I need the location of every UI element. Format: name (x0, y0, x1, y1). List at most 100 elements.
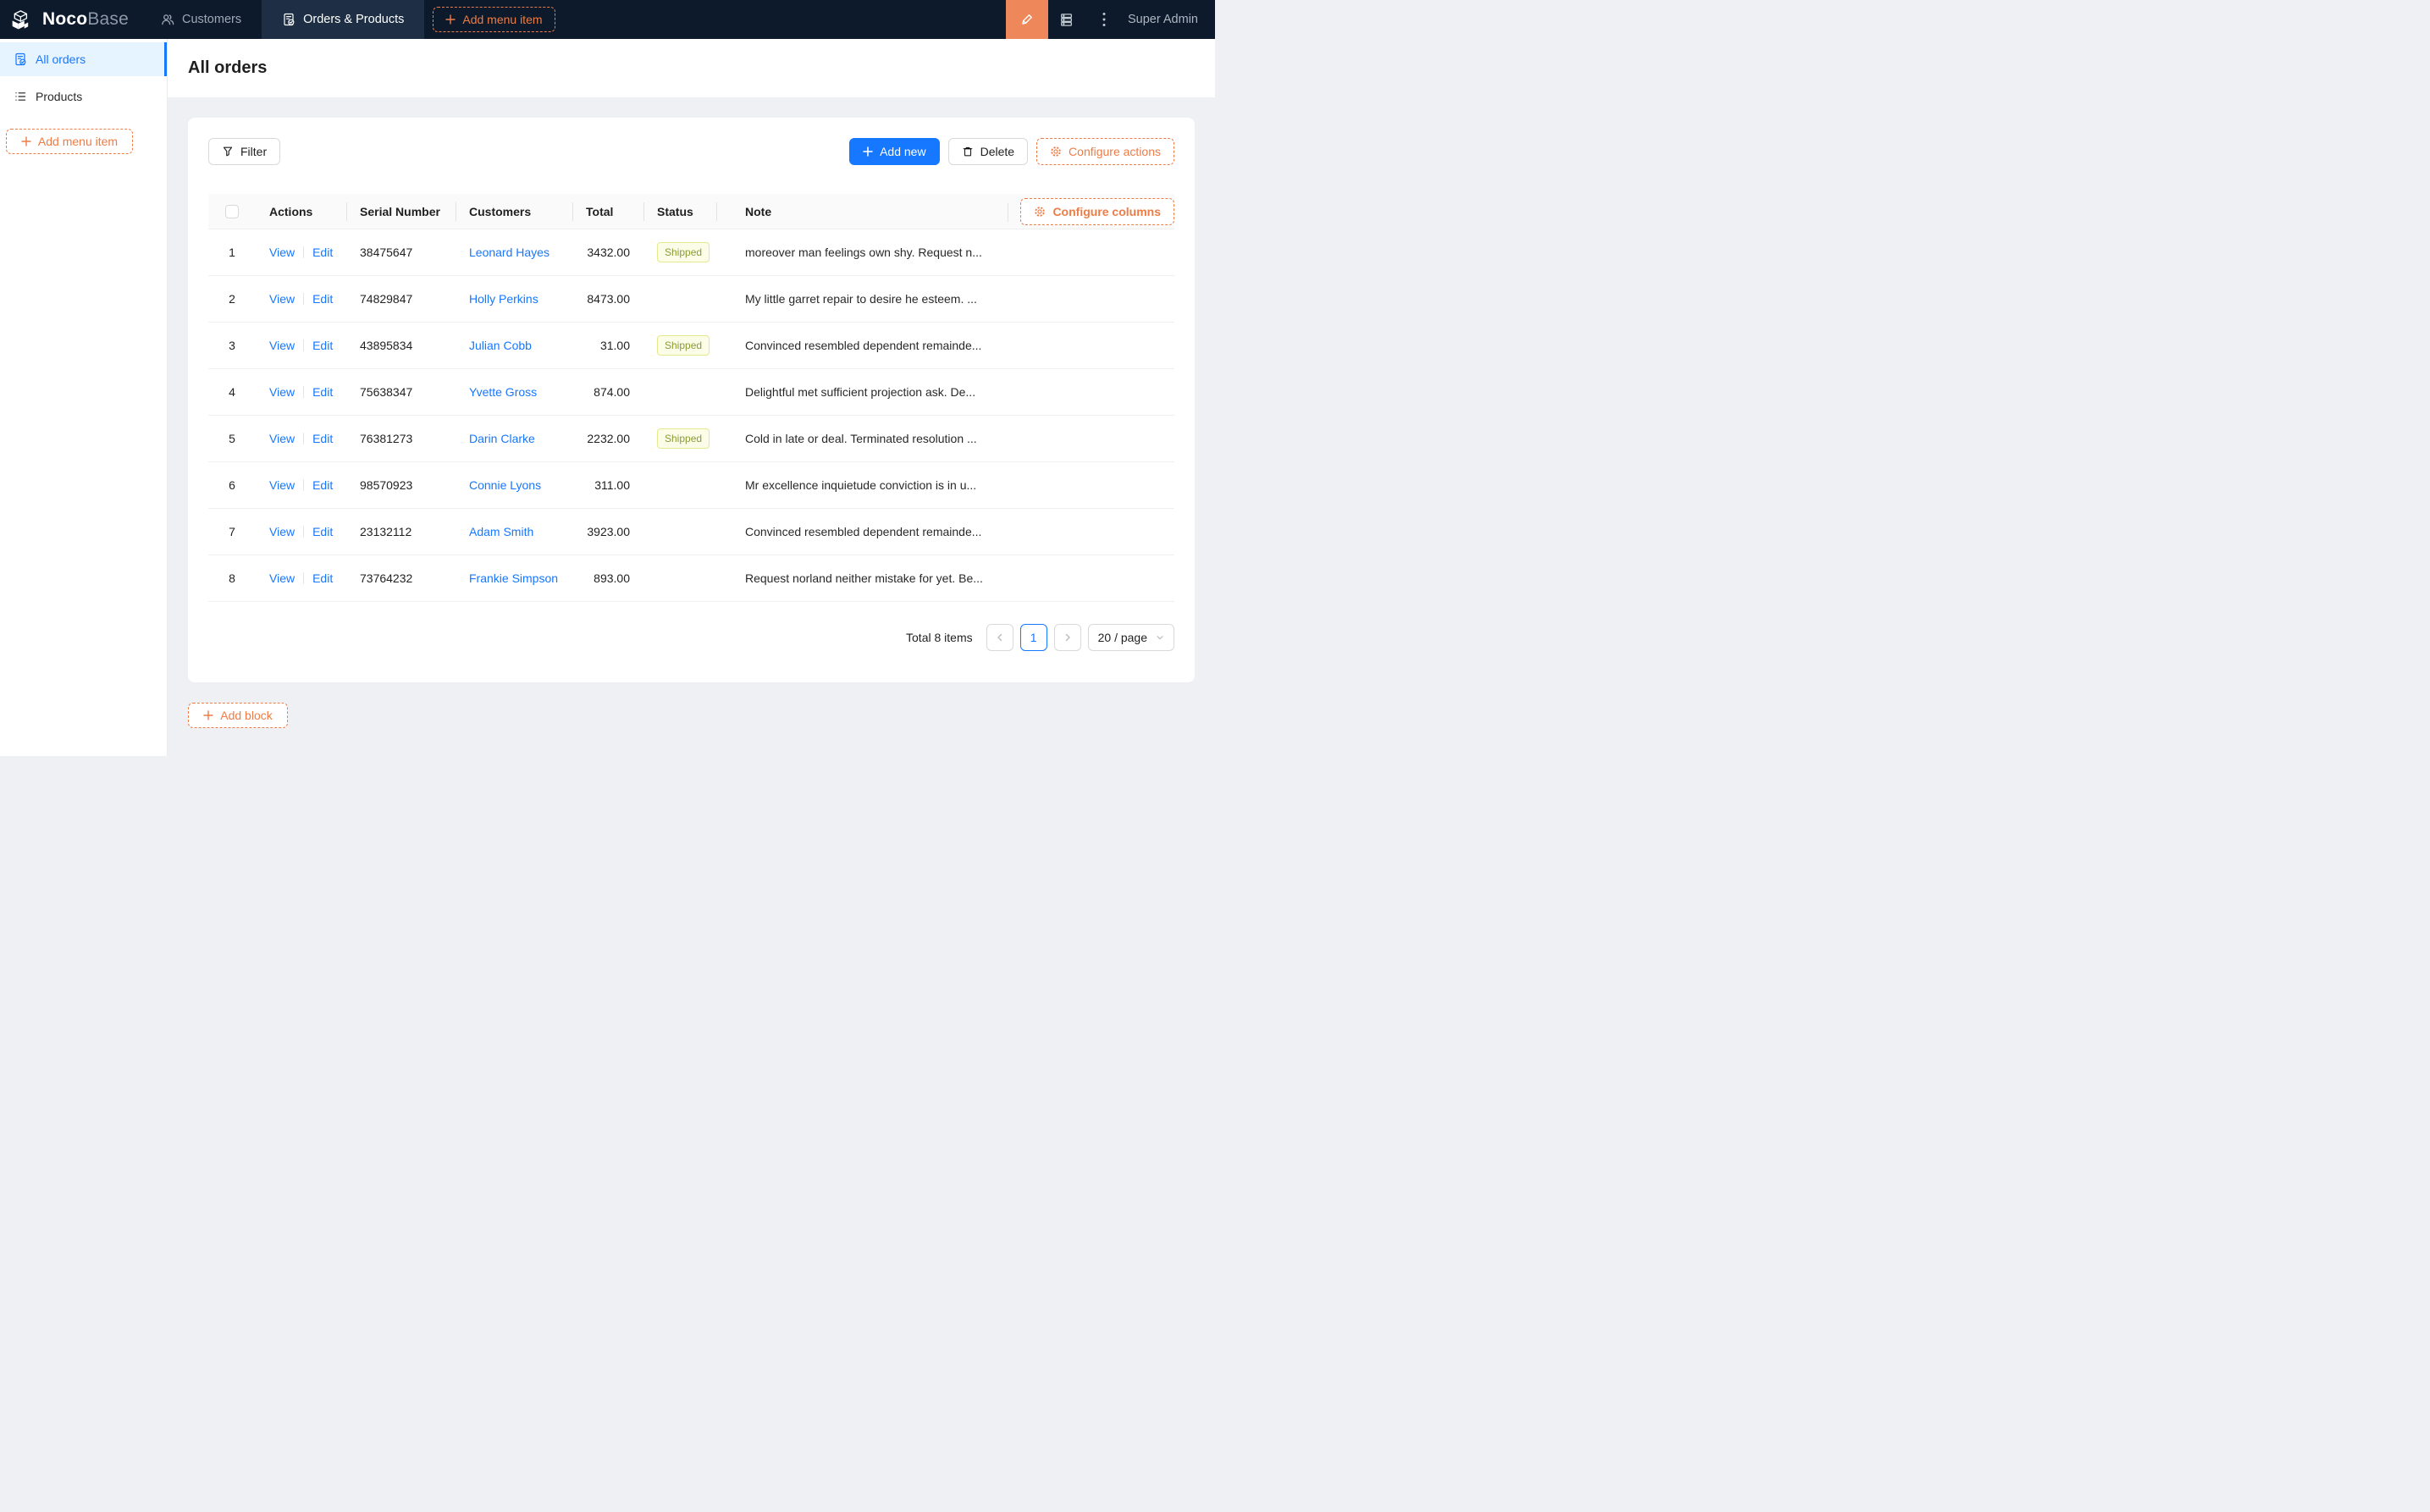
filter-icon (222, 146, 234, 157)
view-link[interactable]: View (269, 432, 295, 445)
row-index-cell: 8 (208, 571, 256, 585)
note-cell: Mr excellence inquietude conviction is i… (716, 478, 1174, 492)
row-index-cell: 3 (208, 339, 256, 352)
configure-columns-button[interactable]: Configure columns (1008, 198, 1174, 225)
table-row: 6 View Edit 98570923 Connie Lyons (208, 462, 1174, 509)
table-row: 5 View Edit 76381273 Darin Clarke (208, 416, 1174, 462)
edit-link[interactable]: Edit (312, 246, 334, 259)
row-actions-cell: View Edit (256, 246, 346, 259)
page-1-button[interactable]: 1 (1019, 624, 1047, 651)
add-new-button[interactable]: Add new (849, 138, 940, 165)
row-index-cell: 1 (208, 246, 256, 259)
note-cell: Convinced resembled dependent remainde..… (716, 339, 1174, 352)
nav-add-menu-item-button[interactable]: Add menu item (433, 7, 555, 32)
status-text: Shipped (665, 339, 703, 351)
page-size-select[interactable]: 20 / page (1087, 624, 1174, 651)
status-badge: Shipped (657, 428, 710, 449)
serial-number: 76381273 (360, 432, 413, 445)
delete-button[interactable]: Delete (947, 138, 1029, 165)
edit-link[interactable]: Edit (312, 432, 334, 445)
view-link[interactable]: View (269, 571, 295, 585)
edit-link[interactable]: Edit (312, 571, 334, 585)
view-link[interactable]: View (269, 385, 295, 399)
total-value: 874.00 (594, 385, 630, 399)
add-block-button[interactable]: Add block (188, 703, 288, 728)
view-link[interactable]: View (269, 292, 295, 306)
filter-button[interactable]: Filter (208, 138, 281, 165)
more-options-button[interactable] (1085, 0, 1123, 39)
customer-link[interactable]: Julian Cobb (469, 339, 532, 352)
row-index: 5 (229, 432, 235, 445)
customer-link[interactable]: Holly Perkins (469, 292, 538, 306)
note-text: Convinced resembled dependent remainde..… (745, 525, 982, 538)
customer-cell: Yvette Gross (456, 385, 572, 399)
column-header-status: Status (643, 194, 716, 229)
view-link[interactable]: View (269, 246, 295, 259)
action-divider (303, 479, 305, 491)
edit-link[interactable]: Edit (312, 339, 334, 352)
customer-link[interactable]: Frankie Simpson (469, 571, 559, 585)
tab-customers[interactable]: Customers (141, 0, 262, 39)
serial-number: 98570923 (360, 478, 413, 492)
serial-number: 23132112 (360, 525, 412, 538)
serial-number-cell: 98570923 (346, 478, 456, 492)
sidebar-item-all-orders[interactable]: All orders (0, 42, 167, 76)
gear-icon (1034, 206, 1046, 218)
pagination-total: Total 8 items (906, 631, 973, 644)
view-link[interactable]: View (269, 478, 295, 492)
serial-number-cell: 38475647 (346, 246, 456, 259)
action-divider (303, 572, 305, 584)
delete-button-label: Delete (980, 145, 1015, 158)
note-cell: Delightful met sufficient projection ask… (716, 385, 1174, 399)
row-actions-cell: View Edit (256, 432, 346, 445)
column-header-actions: Actions (269, 204, 313, 218)
column-header-customers: Customers (456, 194, 572, 229)
row-actions-cell: View Edit (256, 385, 346, 399)
sidebar-item-products[interactable]: Products (0, 80, 167, 113)
action-divider (303, 386, 305, 398)
select-all-checkbox[interactable] (225, 204, 239, 218)
customer-link[interactable]: Connie Lyons (469, 478, 542, 492)
total-cell: 893.00 (572, 571, 643, 585)
user-name: Super Admin (1127, 13, 1198, 26)
table-row: 8 View Edit 73764232 Frankie Simpson (208, 555, 1174, 602)
edit-link[interactable]: Edit (312, 525, 334, 538)
collections-database-button[interactable] (1048, 0, 1085, 39)
total-value: 3923.00 (587, 525, 630, 538)
nocobase-logo[interactable]: NocoBase (0, 0, 141, 39)
status-text: Shipped (665, 433, 703, 444)
note-cell: Request norland neither mistake for yet.… (716, 571, 1174, 585)
customer-cell: Julian Cobb (456, 339, 572, 352)
customer-link[interactable]: Adam Smith (469, 525, 534, 538)
filter-button-label: Filter (240, 145, 268, 158)
customer-cell: Connie Lyons (456, 478, 572, 492)
order-document-icon (14, 52, 27, 66)
action-divider (303, 526, 305, 538)
sidebar-add-menu-item-button[interactable]: Add menu item (6, 129, 133, 154)
view-link[interactable]: View (269, 525, 295, 538)
note-text: Convinced resembled dependent remainde..… (745, 339, 982, 352)
next-page-button[interactable] (1053, 624, 1081, 651)
edit-link[interactable]: Edit (312, 478, 334, 492)
customer-cell: Darin Clarke (456, 432, 572, 445)
orders-table-block: Filter Add new (188, 118, 1195, 682)
customer-link[interactable]: Leonard Hayes (469, 246, 550, 259)
user-menu[interactable]: Super Admin (1123, 0, 1215, 39)
total-value: 3432.00 (587, 246, 630, 259)
select-all-cell (208, 194, 256, 229)
highlighter-icon (1019, 13, 1034, 27)
serial-number-cell: 76381273 (346, 432, 456, 445)
table-row: 2 View Edit 74829847 Holly Perkins (208, 276, 1174, 323)
edit-link[interactable]: Edit (312, 385, 334, 399)
edit-link[interactable]: Edit (312, 292, 334, 306)
sidebar-item-label: All orders (36, 52, 86, 66)
row-actions-cell: View Edit (256, 478, 346, 492)
view-link[interactable]: View (269, 339, 295, 352)
previous-page-button[interactable] (986, 624, 1013, 651)
customer-link[interactable]: Darin Clarke (469, 432, 535, 445)
ui-editor-button[interactable] (1005, 0, 1048, 39)
list-icon (14, 90, 27, 103)
tab-orders-products[interactable]: Orders & Products (262, 0, 425, 39)
customer-link[interactable]: Yvette Gross (469, 385, 538, 399)
configure-actions-button[interactable]: Configure actions (1036, 138, 1174, 165)
